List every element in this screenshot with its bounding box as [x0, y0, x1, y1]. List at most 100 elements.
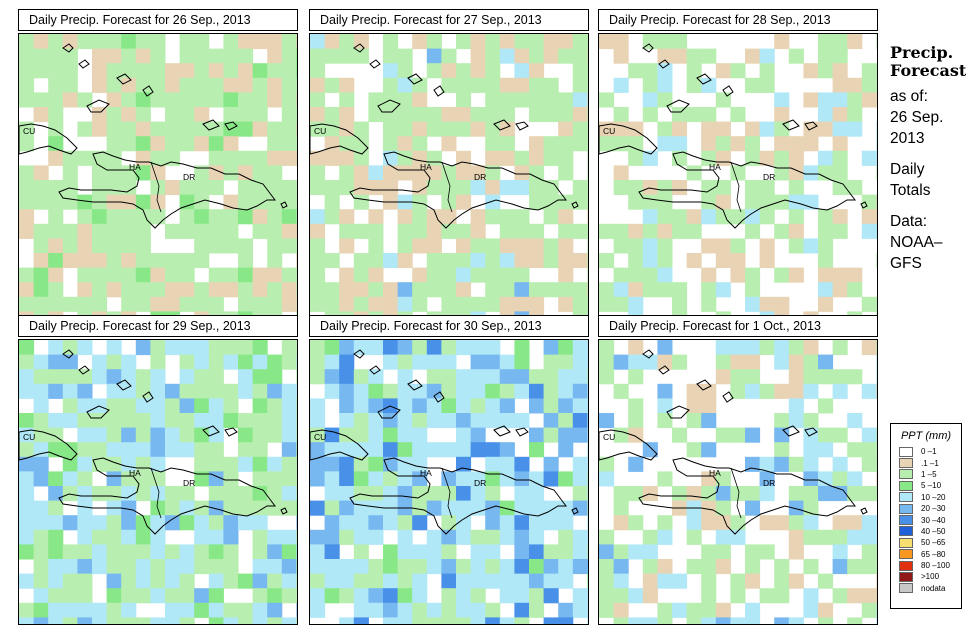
precip-cell [339, 180, 355, 196]
precip-cell [803, 471, 819, 487]
precip-cell [572, 456, 588, 472]
precip-cell [19, 340, 35, 356]
precip-cell [48, 559, 64, 575]
precip-cell [613, 77, 629, 93]
precip-cell [339, 486, 355, 502]
precip-cell [818, 48, 834, 64]
precip-cell [179, 136, 195, 152]
precip-cell [324, 296, 340, 312]
precip-cell [499, 92, 515, 108]
precip-cell [456, 194, 472, 210]
precip-cell [208, 427, 224, 443]
precip-cell [368, 296, 384, 312]
legend-item: 80 –100 [899, 560, 961, 571]
precip-cell [252, 515, 268, 531]
precip-cell [165, 136, 181, 152]
precip-cell [62, 48, 78, 64]
precip-cell [470, 253, 486, 269]
precip-cell [310, 282, 326, 298]
precip-cell [121, 77, 137, 93]
precip-cell [194, 529, 210, 545]
precip-cell [353, 150, 369, 166]
precip-cell [818, 471, 834, 487]
precip-cell [572, 121, 588, 137]
precip-cell [267, 354, 283, 370]
precip-cell [324, 515, 340, 531]
precip-cell [281, 267, 297, 283]
precip-cell [324, 427, 340, 443]
precip-cell [572, 194, 588, 210]
coastline [280, 201, 288, 209]
precip-cell [832, 427, 848, 443]
precip-cell [587, 588, 588, 604]
precip-cell [267, 180, 283, 196]
precip-cell [818, 296, 834, 312]
precip-cell [238, 267, 254, 283]
precip-cell [33, 427, 49, 443]
precip-cell [558, 515, 574, 531]
precip-cell [223, 383, 239, 399]
precip-cell [33, 253, 49, 269]
precip-cell [628, 544, 644, 560]
precip-cell [745, 223, 761, 239]
precip-cell [106, 602, 122, 618]
precip-cell [165, 253, 181, 269]
precip-cell [599, 223, 615, 239]
precip-cell [267, 48, 283, 64]
precip-cell [19, 92, 35, 108]
precip-cell [267, 121, 283, 137]
precip-cell [642, 282, 658, 298]
precip-cell [353, 48, 369, 64]
precip-cell [730, 253, 746, 269]
precip-cell [339, 238, 355, 254]
precip-cell [121, 48, 137, 64]
precip-cell [426, 383, 442, 399]
precip-cell [150, 253, 166, 269]
precip-cell [628, 238, 644, 254]
precip-cell [121, 209, 137, 225]
precip-cell [701, 602, 717, 618]
precip-cell [558, 471, 574, 487]
precip-cell [529, 136, 545, 152]
precip-cell [281, 456, 297, 472]
precip-cell [77, 427, 93, 443]
precip-cell [441, 340, 457, 356]
precip-cell [281, 194, 297, 210]
precip-cell [324, 253, 340, 269]
precip-cell [324, 354, 340, 370]
precip-cell [587, 617, 588, 624]
precip-cell [499, 136, 515, 152]
precip-cell [106, 340, 122, 356]
precip-cell [223, 223, 239, 239]
precip-cell [613, 383, 629, 399]
precip-cell [832, 150, 848, 166]
precip-cell [572, 544, 588, 560]
precip-cell [223, 529, 239, 545]
precip-cell [48, 369, 64, 385]
precip-cell [672, 354, 688, 370]
precip-cell [543, 180, 559, 196]
precip-cell [121, 223, 137, 239]
precip-cell [599, 456, 615, 472]
legend-item: 65 –80 [899, 549, 961, 560]
precip-cell [441, 515, 457, 531]
precip-cell [788, 617, 804, 624]
precip-cell [223, 398, 239, 414]
precip-cell [165, 282, 181, 298]
precip-cell [558, 282, 574, 298]
precip-cell [208, 121, 224, 137]
precip-cell [774, 442, 790, 458]
precip-cell [383, 311, 399, 318]
precip-cell [587, 282, 588, 298]
precip-cell [223, 515, 239, 531]
precip-cell [529, 311, 545, 318]
precip-cell [62, 442, 78, 458]
precip-cell [514, 165, 530, 181]
precip-cell [818, 354, 834, 370]
precip-cell [310, 77, 326, 93]
precip-cell [33, 398, 49, 414]
precip-cell [310, 413, 326, 429]
precip-cell [657, 253, 673, 269]
precip-cell [194, 194, 210, 210]
precip-cell [296, 77, 297, 93]
